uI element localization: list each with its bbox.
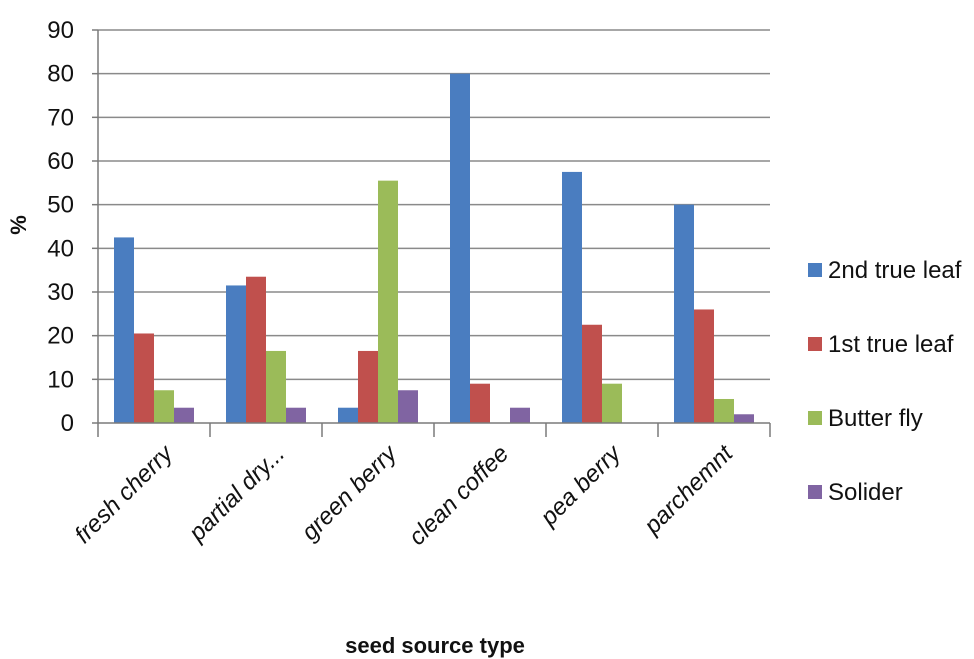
bar-1st-true-leaf-4 xyxy=(582,324,602,423)
legend-swatch-1 xyxy=(808,337,822,351)
bar-1st-true-leaf-1 xyxy=(246,276,266,423)
bar-solider-5 xyxy=(734,414,754,423)
legend-label-3: Solider xyxy=(828,479,903,506)
y-tick-label-70: 70 xyxy=(47,104,74,131)
x-tick-label-3: clean coffee xyxy=(404,440,515,551)
x-tick-label-5: parchemnt xyxy=(638,439,739,540)
bar-solider-0 xyxy=(174,407,194,423)
bar-2nd-true-leaf-1 xyxy=(226,285,246,423)
x-axis-title: seed source type xyxy=(345,633,525,658)
x-tick-labels: fresh cherry partial dry... green berry cle… xyxy=(70,439,740,551)
y-tick-label-90: 90 xyxy=(47,17,74,44)
legend-label-2: Butter fly xyxy=(828,405,923,432)
bar-2nd-true-leaf-4 xyxy=(562,171,582,423)
bar-butter-fly-2 xyxy=(378,180,398,423)
bar-1st-true-leaf-2 xyxy=(358,350,378,423)
bar-solider-2 xyxy=(398,390,418,423)
x-tick-label-1: partial dry... xyxy=(183,440,290,547)
bar-1st-true-leaf-5 xyxy=(694,309,714,423)
legend-label-1: 1st true leaf xyxy=(828,331,954,358)
bar-1st-true-leaf-3 xyxy=(470,383,490,423)
bar-solider-3 xyxy=(510,407,530,423)
y-tick-label-60: 60 xyxy=(47,148,74,175)
legend-swatch-0 xyxy=(808,263,822,277)
bar-2nd-true-leaf-0 xyxy=(114,237,134,423)
y-axis-title: % xyxy=(6,215,31,235)
bars xyxy=(114,73,754,424)
gridlines xyxy=(98,29,770,381)
x-tick-label-4: pea berry xyxy=(535,439,628,532)
y-tick-label-10: 10 xyxy=(47,366,74,393)
bar-butter-fly-1 xyxy=(266,350,286,423)
x-tick-label-0: fresh cherry xyxy=(70,439,180,549)
y-tick-label-30: 30 xyxy=(47,279,74,306)
bar-2nd-true-leaf-5 xyxy=(674,204,694,423)
bar-butter-fly-5 xyxy=(714,398,734,423)
legend-label-0: 2nd true leaf xyxy=(828,257,962,284)
bar-butter-fly-0 xyxy=(154,390,174,423)
y-tick-label-50: 50 xyxy=(47,192,74,219)
y-tick-labels: 0 10 20 30 40 50 60 70 80 90 xyxy=(47,17,74,437)
y-tick-label-20: 20 xyxy=(47,323,74,350)
legend: 2nd true leaf 1st true leaf Butter fly Soli… xyxy=(808,257,962,506)
bar-butter-fly-4 xyxy=(602,383,622,423)
legend-swatch-3 xyxy=(808,485,822,499)
bar-2nd-true-leaf-3 xyxy=(450,73,470,424)
bar-2nd-true-leaf-2 xyxy=(338,407,358,423)
axes xyxy=(92,29,771,437)
legend-swatch-2 xyxy=(808,411,822,425)
bar-solider-1 xyxy=(286,407,306,423)
y-tick-label-80: 80 xyxy=(47,61,74,88)
y-tick-label-0: 0 xyxy=(61,410,74,437)
bar-1st-true-leaf-0 xyxy=(134,333,154,423)
y-tick-label-40: 40 xyxy=(47,235,74,262)
x-tick-label-2: green berry xyxy=(296,439,403,546)
